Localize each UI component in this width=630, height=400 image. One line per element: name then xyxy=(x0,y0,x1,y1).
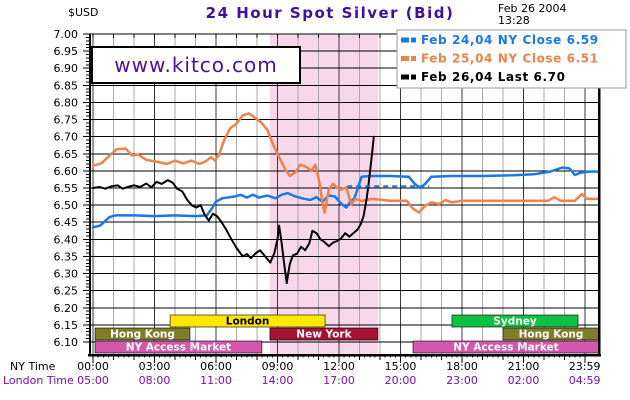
x-axis-label-ny: 12:00 xyxy=(323,360,355,373)
price-series xyxy=(91,112,601,285)
x-axis-label-ny: 06:00 xyxy=(200,360,232,373)
y-axis-label: 6.90 xyxy=(54,62,79,75)
x-axis-label-ny: 15:00 xyxy=(385,360,417,373)
y-axis-label: 6.45 xyxy=(54,216,79,229)
session-bar-label: New York xyxy=(296,329,352,341)
x-axis-label-ny: 18:00 xyxy=(446,360,478,373)
chart-title: 24 Hour Spot Silver (Bid) xyxy=(206,4,455,22)
x-axis-label-ny: 09:00 xyxy=(262,360,294,373)
session-bar-london xyxy=(169,314,326,328)
time-label: 13:28 xyxy=(498,14,530,27)
date-label: Feb 26 2004 xyxy=(498,2,566,15)
y-axis-label: 6.85 xyxy=(54,79,79,92)
legend: Feb 24,04 NY Close 6.59 Feb 25,04 NY Clos… xyxy=(396,29,627,89)
london-time-row-label: London Time xyxy=(3,374,74,387)
x-axis-label-ny: 23:59 xyxy=(569,360,601,373)
session-bar-hong-kong xyxy=(94,327,191,341)
session-bar-ny-access-market xyxy=(94,340,263,354)
watermark: www.kitco.com xyxy=(91,46,301,84)
watermark-text: www.kitco.com xyxy=(114,53,278,77)
y-axis-label: 7.00 xyxy=(54,28,79,41)
x-axis-label-london: 08:00 xyxy=(139,374,171,387)
y-axis-label: 6.75 xyxy=(54,114,79,127)
x-axis-label-london: 05:00 xyxy=(77,374,109,387)
x-axis-label-london: 20:00 xyxy=(385,374,417,387)
y-axis-label: 6.30 xyxy=(54,268,79,281)
legend-item-label: Feb 24,04 NY Close 6.59 xyxy=(421,33,599,47)
series-line-feb-25-04 xyxy=(91,112,601,214)
x-axis-label-london: 04:59 xyxy=(569,374,601,387)
legend-item-label: Feb 26,04 Last 6.70 xyxy=(421,70,566,84)
y-axis-label: 6.25 xyxy=(54,285,79,298)
y-axis-label: 6.35 xyxy=(54,250,79,263)
y-axis-label: 6.95 xyxy=(54,45,79,58)
session-bar-new-york xyxy=(269,327,379,341)
y-axis-label: 6.40 xyxy=(54,233,79,246)
y-axis-label: 6.80 xyxy=(54,96,79,109)
x-axis-label-ny: 03:00 xyxy=(139,360,171,373)
y-axis-label: 6.65 xyxy=(54,148,79,161)
x-axis-label-ny: 21:00 xyxy=(508,360,540,373)
legend-item-label: Feb 25,04 NY Close 6.51 xyxy=(421,52,599,66)
y-axis-label: 6.55 xyxy=(54,182,79,195)
ny-time-row-label: NY Time xyxy=(10,360,56,373)
y-axis-label: 6.60 xyxy=(54,165,79,178)
y-axis-label: 6.50 xyxy=(54,199,79,212)
watermark-box xyxy=(91,46,301,84)
legend-box xyxy=(396,29,627,89)
session-bar-label: Hong Kong xyxy=(519,329,584,341)
series-line-feb-26-04 xyxy=(92,135,375,285)
currency-label: $USD xyxy=(68,6,99,19)
x-axis-label-london: 23:00 xyxy=(446,374,478,387)
session-bar-label: Sydney xyxy=(493,316,537,328)
y-axis-label: 6.10 xyxy=(54,336,79,349)
session-bar-label: NY Access Market xyxy=(126,342,231,354)
session-bar-label: NY Access Market xyxy=(453,342,558,354)
axis-labels: 7.00 6.95 6.90 6.85 6.80 6.75 6.70 6.65 6.60 6.55… xyxy=(3,28,601,387)
x-axis-label-london: 02:00 xyxy=(508,374,540,387)
x-axis-label-ny: 00:00 xyxy=(77,360,109,373)
session-bar-label: Hong Kong xyxy=(110,329,175,341)
session-bar-sydney xyxy=(451,314,579,328)
y-axis-label: 6.70 xyxy=(54,131,79,144)
series-line-feb-24-04 xyxy=(91,166,601,229)
x-axis-label-london: 14:00 xyxy=(262,374,294,387)
session-bar-label: London xyxy=(226,316,270,328)
x-axis-label-london: 17:00 xyxy=(323,374,355,387)
y-axis-label: 6.15 xyxy=(54,319,79,332)
y-axis-label: 6.20 xyxy=(54,302,79,315)
x-axis-label-london: 11:00 xyxy=(200,374,232,387)
